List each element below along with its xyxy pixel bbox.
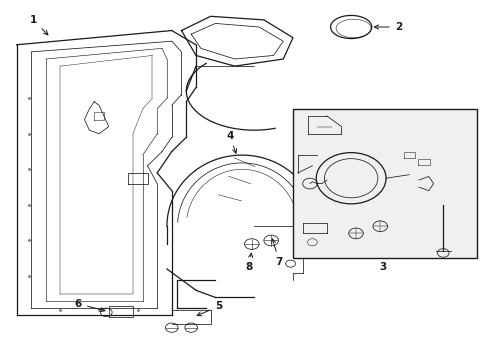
Bar [292,109,476,258]
Text: 8: 8 [245,253,252,272]
Text: 4: 4 [226,131,236,153]
Text: 1: 1 [30,15,48,35]
Text: 6: 6 [75,299,105,312]
Text: 3: 3 [378,262,386,272]
Text: 7: 7 [271,239,283,267]
Text: 2: 2 [374,22,401,32]
Text: 5: 5 [197,301,222,316]
